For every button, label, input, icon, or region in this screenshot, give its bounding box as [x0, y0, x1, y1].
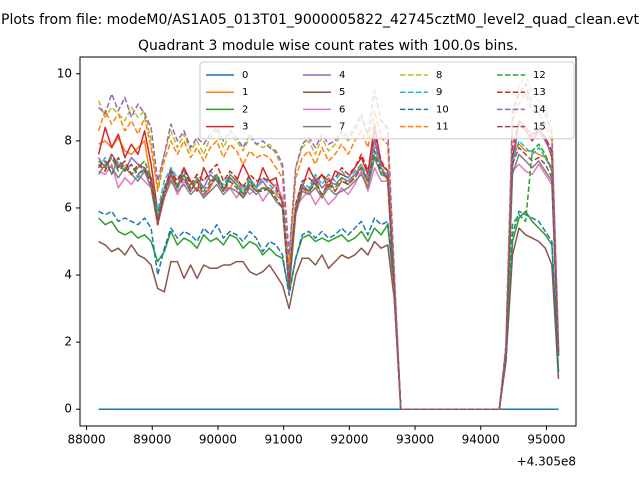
legend-entry-15: 15	[497, 122, 546, 133]
legend-label: 8	[436, 70, 442, 81]
series-line-14	[98, 83, 560, 410]
y-tick-label: 8	[64, 133, 72, 147]
legend-label: 0	[242, 70, 248, 81]
y-tick-label: 4	[64, 268, 72, 282]
x-tick-label: 94000	[462, 433, 500, 447]
legend-label: 9	[436, 87, 442, 98]
chart-title: Quadrant 3 module wise count rates with …	[138, 38, 518, 54]
legend-entry-8: 8	[400, 70, 442, 81]
y-tick-label: 2	[64, 335, 72, 349]
legend-entry-11: 11	[400, 122, 449, 133]
x-axis: 88000 89000 90000 91000 92000 93000 94000 95000	[67, 426, 566, 447]
y-tick-label: 6	[64, 200, 72, 214]
legend-label: 1	[242, 87, 248, 98]
legend-label: 14	[533, 104, 546, 115]
y-tick-label: 0	[64, 402, 72, 416]
legend-label: 5	[339, 87, 345, 98]
x-tick-label: 93000	[396, 433, 434, 447]
legend-label: 11	[436, 122, 449, 133]
legend-label: 3	[242, 122, 248, 133]
x-tick-label: 91000	[265, 433, 303, 447]
plot-frame	[79, 56, 577, 427]
legend-label: 13	[533, 87, 546, 98]
legend-entry-12: 12	[497, 70, 546, 81]
legend-entry-10: 10	[400, 104, 449, 115]
legend-entry-7: 7	[303, 122, 345, 133]
legend-entry-6: 6	[303, 104, 345, 115]
legend-entry-5: 5	[303, 87, 345, 98]
x-offset-label: +4.305e8	[517, 455, 576, 469]
legend-entry-9: 9	[400, 87, 442, 98]
y-tick-label: 10	[57, 66, 72, 80]
series-line-15	[98, 146, 560, 410]
legend-label: 7	[339, 122, 345, 133]
legend-label: 12	[533, 70, 546, 81]
legend-entry-14: 14	[497, 104, 546, 115]
y-axis: 0 2 4 6 8 10	[57, 66, 80, 416]
legend-label: 4	[339, 70, 345, 81]
x-tick-label: 92000	[330, 433, 368, 447]
x-tick-label: 90000	[199, 433, 237, 447]
legend-entry-2: 2	[206, 104, 248, 115]
series-layer	[97, 73, 560, 410]
legend-entry-1: 1	[206, 87, 248, 98]
legend-entry-13: 13	[497, 87, 546, 98]
figure-suptitle: Plots from file: modeM0/AS1A05_013T01_90…	[1, 12, 639, 28]
x-tick-label: 88000	[67, 433, 105, 447]
legend-label: 2	[242, 104, 248, 115]
legend-label: 6	[339, 104, 345, 115]
series-line-10	[98, 210, 560, 410]
x-tick-label: 89000	[133, 433, 171, 447]
legend-label: 10	[436, 104, 449, 115]
x-tick-label: 95000	[527, 433, 565, 447]
legend-entry-0: 0	[206, 70, 248, 81]
legend-entry-4: 4	[303, 70, 345, 81]
legend-label: 15	[533, 122, 546, 133]
legend-box	[199, 61, 575, 140]
series-line-12	[98, 143, 560, 410]
legend-entry-3: 3	[206, 122, 248, 133]
